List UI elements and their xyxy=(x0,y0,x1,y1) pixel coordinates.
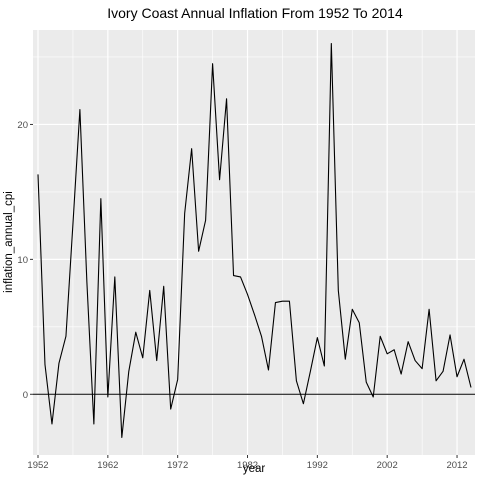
x-tick-label: 1952 xyxy=(27,460,48,471)
x-tick-label: 2012 xyxy=(446,460,467,471)
x-axis-ticks: 1952 1962 1972 1982 1992 2002 2012 xyxy=(27,455,468,471)
y-tick-label: 10 xyxy=(17,255,28,266)
series-lines xyxy=(37,42,472,439)
plot-panel xyxy=(33,30,475,455)
inflation-series-line xyxy=(37,42,472,439)
x-tick-label: 1972 xyxy=(167,460,188,471)
x-axis-title: year xyxy=(243,463,266,475)
chart-title: Ivory Coast Annual Inflation From 1952 T… xyxy=(107,5,403,21)
x-tick-label: 2002 xyxy=(377,460,398,471)
x-tick-label: 1982 xyxy=(237,460,258,471)
x-tick-label: 1962 xyxy=(97,460,118,471)
y-axis-title: inflation_annual_cpi xyxy=(3,191,15,293)
y-tick-label: 20 xyxy=(17,120,28,131)
x-tick-label: 1992 xyxy=(307,460,328,471)
y-tick-label: 0 xyxy=(23,390,28,401)
y-axis-ticks: 0 10 20 xyxy=(17,120,33,401)
